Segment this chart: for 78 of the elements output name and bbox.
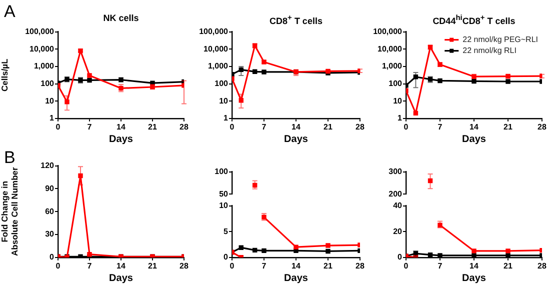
x-tick-label: 21: [324, 261, 333, 270]
y-tick-label: 1,000: [208, 62, 229, 71]
y-tick-label: 100: [388, 78, 403, 88]
x-tick-label: 0: [56, 122, 61, 132]
x-tick-label: 28: [356, 261, 365, 270]
x-axis-title: Days: [462, 272, 486, 284]
y-tick-label: 1: [50, 114, 55, 123]
x-tick-label: 28: [180, 261, 189, 270]
x-tick-label: 14: [116, 261, 126, 270]
x-tick-label: 14: [470, 122, 479, 132]
y-tick-label: 10,000: [204, 44, 229, 54]
legend-label: 22 nmol/kg RLI: [462, 46, 516, 56]
y-tick-label: 100: [214, 78, 229, 88]
y-tick-label: 50: [219, 189, 229, 198]
y-tick-label: 100,000: [373, 27, 403, 36]
x-tick-label: 14: [116, 122, 126, 132]
y-tick-label: 40: [393, 201, 403, 210]
x-tick-label: 0: [230, 261, 235, 270]
y-axis-title: Cells/µL: [0, 58, 10, 92]
x-axis-title: Days: [109, 134, 134, 145]
y-tick-label: 100,000: [25, 27, 55, 36]
text: B: [4, 148, 16, 167]
x-tick-label: 7: [87, 122, 92, 132]
x-tick-label: 14: [292, 122, 301, 132]
y-tick-label: 300: [388, 167, 403, 176]
x-tick-label: 28: [538, 122, 547, 132]
x-tick-label: 7: [438, 261, 443, 270]
x-axis-title: Days: [462, 134, 486, 145]
y-tick-label: 10: [393, 96, 403, 106]
x-axis-title: Days: [284, 272, 308, 284]
x-tick-label: 28: [180, 122, 189, 132]
y-tick-label: 20: [393, 226, 403, 236]
x-tick-label: 0: [56, 261, 61, 270]
x-tick-label: 7: [438, 122, 443, 132]
x-tick-label: 21: [148, 122, 158, 132]
y-tick-label: 1: [398, 114, 403, 123]
y-tick-label: 10,000: [30, 44, 55, 54]
x-tick-label: 14: [292, 261, 301, 270]
chart-title: CD8$^{+}$ T cells: [268, 12, 324, 27]
text: A: [4, 2, 16, 22]
x-tick-label: 28: [356, 122, 365, 132]
x-tick-label: 0: [230, 122, 235, 132]
x-tick-label: 21: [504, 261, 513, 270]
x-tick-label: 21: [148, 261, 158, 270]
x-axis-title: Days: [109, 272, 134, 284]
y-tick-label: 100,000: [199, 27, 229, 36]
y-tick-label: 0: [398, 252, 403, 262]
x-axis-title: Days: [284, 134, 308, 145]
x-tick-label: 14: [470, 261, 479, 270]
y-tick-label: 1: [224, 114, 229, 123]
y-tick-label: 0: [50, 252, 55, 262]
y-tick-label: 90: [45, 184, 55, 193]
y-tick-label: 120: [40, 161, 55, 170]
y-tick-label: 100: [214, 167, 229, 176]
y-tick-label: 30: [45, 230, 55, 239]
x-tick-label: 7: [262, 122, 267, 132]
y-tick-label: 10,000: [378, 44, 403, 54]
y-tick-label: 200: [388, 189, 403, 198]
x-tick-label: 0: [404, 261, 409, 270]
x-tick-label: 7: [87, 261, 92, 270]
y-tick-label: 1,000: [382, 62, 403, 71]
y-tick-label: 10: [219, 96, 229, 106]
y-axis-title: Fold Change in Absolute Cell Number: [0, 166, 20, 256]
legend-label: 22 nmol/kg PEG~RLI: [462, 35, 538, 44]
y-tick-label: 5: [224, 226, 229, 236]
x-tick-label: 7: [262, 261, 267, 270]
y-tick-label: 10: [219, 201, 229, 210]
x-tick-label: 21: [324, 122, 333, 132]
x-tick-label: 28: [538, 261, 547, 270]
x-tick-label: 21: [504, 122, 513, 132]
y-tick-label: 1,000: [34, 62, 55, 71]
chart-title: CD44$^{hi}$CD8$^{+}$ T cells: [432, 12, 516, 27]
chart-title: NK cells: [102, 12, 140, 24]
x-tick-label: 0: [404, 122, 409, 132]
y-tick-label: 60: [45, 206, 55, 216]
y-tick-label: 100: [40, 78, 55, 88]
y-tick-label: 10: [45, 96, 55, 106]
y-tick-label: 0: [224, 252, 229, 262]
